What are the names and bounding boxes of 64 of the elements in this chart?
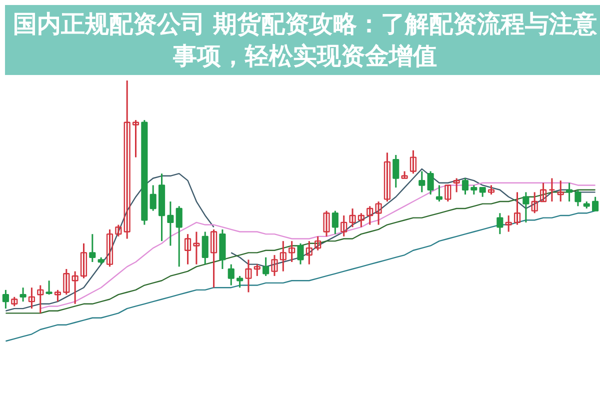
- candlestick: [254, 264, 260, 277]
- candlestick: [28, 286, 35, 310]
- candlestick: [340, 214, 348, 238]
- candlestick: [444, 184, 452, 202]
- candlestick: [470, 184, 478, 196]
- candlestick: [522, 191, 530, 224]
- candlestick: [496, 212, 504, 235]
- candlestick: [384, 152, 390, 202]
- candlestick: [63, 268, 70, 296]
- candlestick: [436, 184, 443, 202]
- candlestick: [574, 189, 582, 207]
- candlestick: [557, 180, 564, 202]
- candlestick: [358, 212, 364, 228]
- candlestick: [202, 231, 208, 266]
- candlestick: [366, 205, 374, 226]
- candlestick: [20, 286, 26, 302]
- candlestick: [72, 270, 78, 305]
- candlestick: [193, 231, 200, 266]
- candlestick: [54, 289, 62, 302]
- candlestick: [271, 254, 278, 277]
- candlestick: [514, 191, 521, 226]
- candlestick: [106, 228, 114, 268]
- candlestick: [297, 242, 304, 266]
- candlestick: [2, 289, 9, 310]
- candlestick: [210, 228, 218, 288]
- candlestick: [306, 240, 312, 266]
- candlestick: [323, 210, 330, 238]
- candlestick: [314, 236, 322, 252]
- candlestick: [89, 233, 96, 263]
- candlestick: [11, 296, 18, 307]
- candlestick: [167, 200, 174, 246]
- candlestick: [531, 191, 538, 214]
- candlestick: [37, 284, 44, 314]
- candlestick: [150, 184, 156, 212]
- candlestick: [375, 200, 382, 226]
- candlestick: [80, 242, 88, 280]
- candlestick: [245, 258, 252, 294]
- candlestick: [262, 256, 270, 277]
- candlestick: [228, 264, 234, 286]
- candlestick: [332, 210, 338, 235]
- candlestick: [418, 170, 426, 193]
- candlestick: [132, 119, 140, 158]
- candlestick: [349, 208, 356, 228]
- candlestick: [124, 80, 130, 240]
- candlestick: [462, 177, 469, 196]
- candlestick: [176, 205, 182, 268]
- candlestick: [505, 214, 512, 233]
- candlestick: [548, 177, 556, 202]
- candlestick: [392, 154, 400, 188]
- chart-title: 国内正规配资公司 期货配资攻略：了解配资流程与注意事项，轻松实现资金增值: [12, 9, 598, 72]
- candlestick: [46, 280, 52, 296]
- candlestick: [288, 240, 296, 263]
- candlestick: [479, 186, 486, 198]
- candlestick: [540, 182, 547, 202]
- candlestick: [280, 240, 286, 272]
- candlestick: [592, 196, 599, 212]
- candlestick: [115, 224, 122, 238]
- candlestick: [427, 170, 434, 196]
- candlestick: [410, 150, 417, 174]
- candlestick: [488, 184, 495, 196]
- candlestick: [184, 233, 192, 266]
- candlestick: [236, 275, 244, 288]
- candlestick: [566, 182, 573, 202]
- candlestick: [453, 177, 460, 193]
